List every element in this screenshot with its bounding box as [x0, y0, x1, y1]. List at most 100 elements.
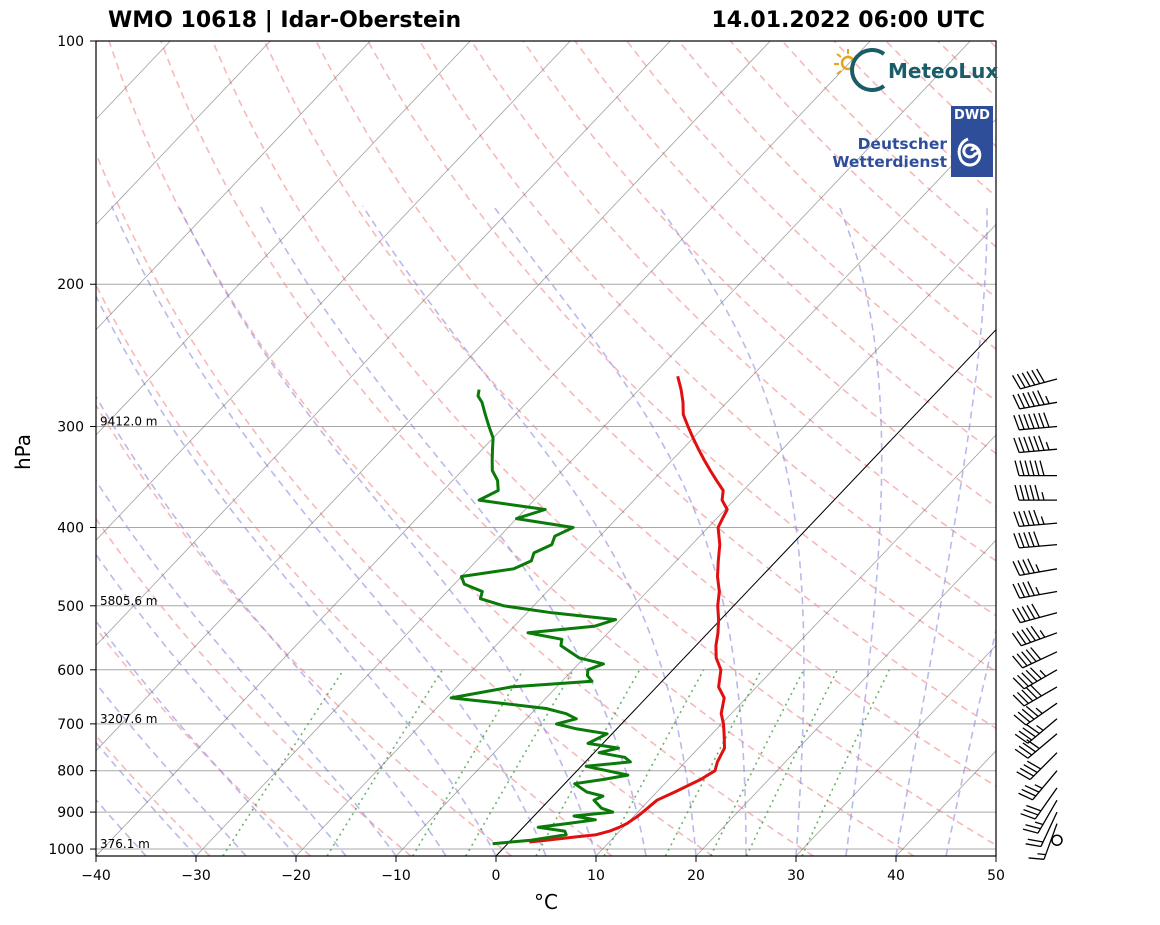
- barb-flag: [1014, 733, 1029, 744]
- isotherm: [795, 644, 996, 856]
- zero-isotherm: [495, 328, 996, 856]
- barb-flag: [1016, 630, 1027, 645]
- wind-barb: [1011, 368, 1058, 390]
- barb-staff: [1019, 425, 1058, 431]
- barb-flag: [1024, 484, 1030, 501]
- moist-adiabat: [492, 205, 747, 856]
- height-label: 9412.0 m: [100, 415, 158, 429]
- barb-flag: [1029, 484, 1035, 501]
- profile-lines: [449, 375, 729, 846]
- dry-adiabat: [96, 403, 512, 856]
- y-tick-label: 400: [57, 520, 84, 536]
- moist-adiabat: [361, 205, 697, 856]
- barb-flag: [1031, 603, 1041, 618]
- barb-staff: [1037, 799, 1058, 834]
- wind-barb: [1011, 625, 1058, 647]
- mixing-ratio-line: [603, 669, 705, 856]
- dry-adiabat: [96, 627, 311, 856]
- wind-barb: [1028, 823, 1058, 860]
- barb-flag: [1023, 436, 1030, 452]
- dry-adiabat: [96, 283, 613, 856]
- barb-flag: [1013, 714, 1027, 726]
- moist-adiabat: [945, 627, 996, 856]
- barb-flag: [1012, 694, 1025, 707]
- barb-flag: [1034, 460, 1040, 476]
- barb-flag: [1016, 653, 1028, 667]
- barb-staff: [1029, 752, 1058, 781]
- barb-flag: [1013, 414, 1020, 431]
- barb-staff: [1032, 770, 1058, 801]
- isotherm: [96, 41, 371, 331]
- wind-barbs: [1011, 368, 1063, 860]
- barb-flag: [1011, 608, 1021, 623]
- barb-flag: [1038, 412, 1045, 428]
- mixing-ratio-line: [709, 669, 805, 856]
- barb-flag: [1026, 760, 1042, 770]
- barb-flag: [1022, 582, 1031, 597]
- barb-flag: [1019, 484, 1025, 501]
- barb-flag: [1025, 669, 1038, 682]
- y-tick-label: 100: [57, 34, 84, 50]
- moist-adiabat: [96, 294, 497, 856]
- barb-flag: [1021, 708, 1035, 720]
- barb-flag: [1013, 533, 1020, 549]
- barb-half: [1036, 725, 1044, 731]
- isotherm: [995, 855, 996, 856]
- mixing-ratio-line: [465, 669, 575, 856]
- y-axis-label: hPa: [11, 434, 35, 470]
- mixing-ratio-line: [745, 669, 839, 856]
- height-label: 3207.6 m: [100, 712, 158, 726]
- barb-flag: [1012, 583, 1021, 599]
- barb-flag: [1021, 672, 1034, 685]
- x-tick-label: 20: [687, 868, 705, 884]
- dewpoint-line: [449, 389, 632, 846]
- barb-half: [1040, 516, 1045, 525]
- y-tick-label: 700: [57, 717, 84, 733]
- barb-flag: [1011, 632, 1022, 647]
- wind-barb: [1012, 558, 1058, 577]
- barb-flag: [1037, 390, 1045, 405]
- barb-flag: [1018, 792, 1033, 801]
- barb-flag: [1011, 375, 1021, 390]
- barb-half: [1034, 821, 1044, 826]
- isotherm: [96, 41, 571, 541]
- barb-staff: [1019, 448, 1058, 454]
- barb-flag: [1023, 808, 1039, 816]
- barb-flag: [1022, 742, 1036, 753]
- wind-barb: [1013, 435, 1058, 454]
- x-tick-label: 50: [987, 868, 1005, 884]
- moist-adiabat: [259, 205, 647, 856]
- x-tick-label: −10: [381, 868, 411, 884]
- isotherm: [96, 41, 671, 647]
- wind-barb: [1011, 603, 1058, 624]
- wind-barb: [1020, 787, 1058, 820]
- mixing-ratio-line: [801, 669, 891, 856]
- observation-time: 14.01.2022 06:00 UTC: [711, 8, 985, 33]
- barb-flag: [1033, 531, 1040, 547]
- barb-flag: [1014, 460, 1020, 476]
- calm-circle: [1051, 834, 1063, 846]
- barb-flag: [1022, 559, 1031, 574]
- moist-adiabat: [110, 205, 547, 856]
- dwd-badge-label: DWD: [954, 108, 990, 123]
- dry-adiabat: [160, 41, 915, 856]
- barb-flag: [1021, 629, 1032, 643]
- barb-staff: [1022, 651, 1058, 669]
- barb-staff: [1023, 669, 1058, 690]
- barb-staff: [1025, 702, 1058, 726]
- dwd-logo: Deutscher Wetterdienst DWD: [832, 104, 997, 180]
- barb-half: [1035, 586, 1040, 595]
- barb-half: [1035, 564, 1040, 573]
- barb-flag: [1017, 560, 1026, 575]
- barb-staff: [1019, 590, 1058, 599]
- isotherm: [96, 41, 471, 436]
- dry-adiabat: [988, 41, 996, 49]
- barb-flag: [1022, 392, 1031, 408]
- y-tick-label: 800: [57, 764, 84, 780]
- wind-barb: [1022, 799, 1058, 834]
- wind-barb: [1025, 811, 1058, 848]
- x-tick-label: 0: [492, 868, 501, 884]
- dry-adiabat: [315, 41, 996, 730]
- wind-barb: [1014, 733, 1058, 759]
- barb-flag: [1017, 582, 1026, 598]
